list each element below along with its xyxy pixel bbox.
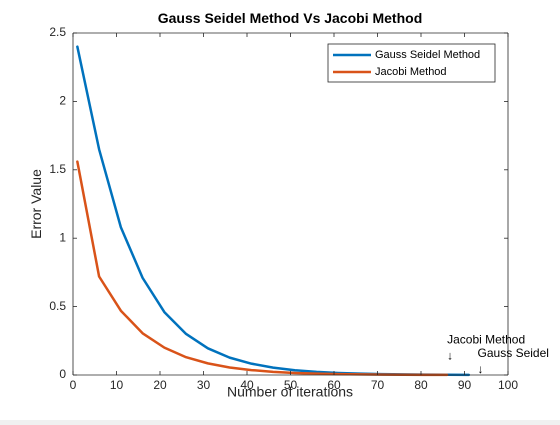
annotations: Jacobi Method ↓ Gauss Seidel ↓ xyxy=(447,333,549,377)
x-tick-label: 10 xyxy=(110,378,124,392)
x-tick-label: 70 xyxy=(371,378,385,392)
legend-label: Gauss Seidel Method xyxy=(375,49,480,61)
x-tick-label: 80 xyxy=(414,378,428,392)
y-tick-label: 1.5 xyxy=(49,162,66,176)
x-axis-label: Number of iterations xyxy=(227,383,353,399)
y-tick-label: 1 xyxy=(59,230,66,244)
x-tick-label: 60 xyxy=(327,378,341,392)
annotation-text: Jacobi Method xyxy=(447,333,525,347)
annotation-arrow: ↓ xyxy=(478,362,484,376)
x-tick-label: 50 xyxy=(284,378,298,392)
y-tick-label: 2.5 xyxy=(49,25,66,39)
x-tick-label: 30 xyxy=(197,378,211,392)
x-tick-label: 90 xyxy=(458,378,472,392)
x-tick-label: 40 xyxy=(240,378,254,392)
legend-box xyxy=(327,43,496,83)
legend-label: Jacobi Method xyxy=(375,66,447,78)
x-tick-label: 20 xyxy=(153,378,167,392)
annotation-arrow: ↓ xyxy=(447,349,453,363)
x-ticks: 0 10 20 30 40 50 60 70 80 90 100 xyxy=(70,33,518,392)
x-tick-label: 0 xyxy=(70,378,77,392)
legend-items: Gauss Seidel Method Jacobi Method xyxy=(333,49,480,78)
y-ticks: 0 0.5 1 1.5 2 2.5 xyxy=(49,25,508,381)
legend: Gauss Seidel Method Jacobi Method xyxy=(327,43,496,83)
y-tick-label: 0 xyxy=(59,367,66,381)
x-tick-label: 100 xyxy=(498,378,518,392)
chart-title: Gauss Seidel Method Vs Jacobi Method xyxy=(158,10,423,26)
y-tick-label: 2 xyxy=(59,94,66,108)
annotation-text: Gauss Seidel xyxy=(478,346,549,360)
y-axis-label: Error Value xyxy=(28,169,44,239)
plot-area xyxy=(73,33,508,375)
y-tick-label: 0.5 xyxy=(49,299,66,313)
